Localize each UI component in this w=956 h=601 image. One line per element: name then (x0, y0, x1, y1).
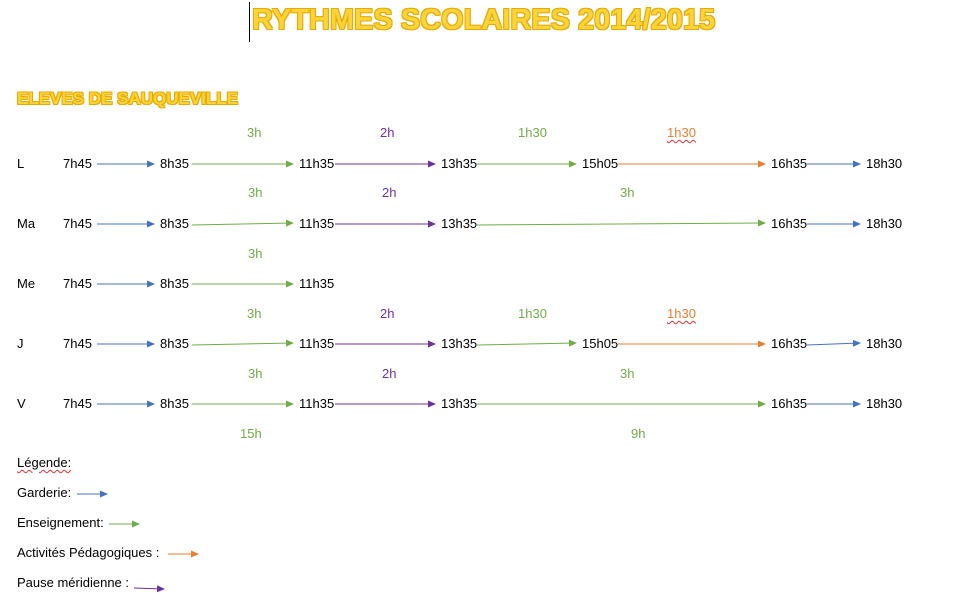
time-label: 8h35 (160, 156, 189, 171)
legend-item-activites: Activités Pédagogiques : (17, 545, 160, 560)
time-label: 18h30 (866, 216, 903, 231)
total-label: 15h (240, 426, 262, 441)
duration-label: 3h (620, 185, 635, 200)
legend-title-text: Légende: (17, 455, 72, 470)
duration-label: 3h (247, 306, 262, 321)
day-label-j: J (17, 336, 24, 351)
document-subtitle: ELEVES DE SAUQUEVILLE (17, 89, 239, 108)
time-label: 18h30 (866, 156, 903, 171)
time-label: 11h35 (299, 216, 335, 231)
duration-label: 3h (248, 366, 263, 381)
legend-item-pause: Pause méridienne : (17, 575, 130, 590)
time-label: 16h35 (771, 396, 808, 411)
time-label: 16h35 (771, 216, 808, 231)
duration-label: 2h (380, 125, 395, 140)
time-label: 18h30 (866, 396, 903, 411)
arrow-garderie (806, 339, 861, 347)
legend-item-garderie: Garderie: (17, 485, 72, 500)
time-label: 15h05 (582, 156, 619, 171)
time-label: 7h45 (63, 336, 92, 351)
legend-arrow-pause (133, 585, 165, 593)
duration-label: 1h30 (667, 306, 696, 321)
duration-label: 3h (620, 366, 635, 381)
time-label: 11h35 (299, 276, 335, 291)
time-label: 11h35 (299, 336, 335, 351)
time-label: 8h35 (160, 336, 189, 351)
duration-label: 2h (382, 366, 397, 381)
time-label: 7h45 (63, 276, 92, 291)
day-label-l: L (17, 156, 25, 171)
time-label: 16h35 (771, 156, 808, 171)
duration-label: 3h (248, 185, 263, 200)
document-title: RYTHMES SCOLAIRES 2014/2015 (252, 4, 716, 36)
duration-label: 1h30 (518, 306, 547, 321)
day-label-ma: Ma (17, 216, 36, 231)
arrow-enseignement (191, 219, 294, 227)
duration-label: 1h30 (518, 125, 547, 140)
time-label: 13h35 (441, 216, 478, 231)
time-label: 7h45 (63, 396, 92, 411)
day-label-me: Me (17, 276, 36, 291)
time-label: 7h45 (63, 156, 92, 171)
time-label: 13h35 (441, 396, 478, 411)
arrow-enseignement (476, 339, 577, 347)
duration-label: 2h (380, 306, 395, 321)
duration-label: 2h (382, 185, 397, 200)
text-cursor (249, 2, 250, 42)
time-label: 8h35 (160, 216, 189, 231)
time-label: 13h35 (441, 336, 478, 351)
time-label: 15h05 (582, 336, 619, 351)
legend-item-enseignement: Enseignement: (17, 515, 104, 530)
time-label: 8h35 (160, 396, 189, 411)
total-label: 9h (631, 426, 646, 441)
time-label: 13h35 (441, 156, 478, 171)
time-label: 7h45 (63, 216, 92, 231)
time-label: 18h30 (866, 336, 903, 351)
time-label: 8h35 (160, 276, 189, 291)
arrow-enseignement (191, 339, 294, 347)
legend-title: Légende: (17, 455, 71, 471)
time-label: 11h35 (299, 156, 335, 171)
day-label-v: V (17, 396, 26, 411)
time-label: 11h35 (299, 396, 335, 411)
duration-label: 1h30 (667, 125, 696, 140)
duration-label: 3h (248, 246, 263, 261)
time-label: 16h35 (771, 336, 808, 351)
arrow-enseignement (476, 219, 766, 227)
duration-label: 3h (247, 125, 262, 140)
